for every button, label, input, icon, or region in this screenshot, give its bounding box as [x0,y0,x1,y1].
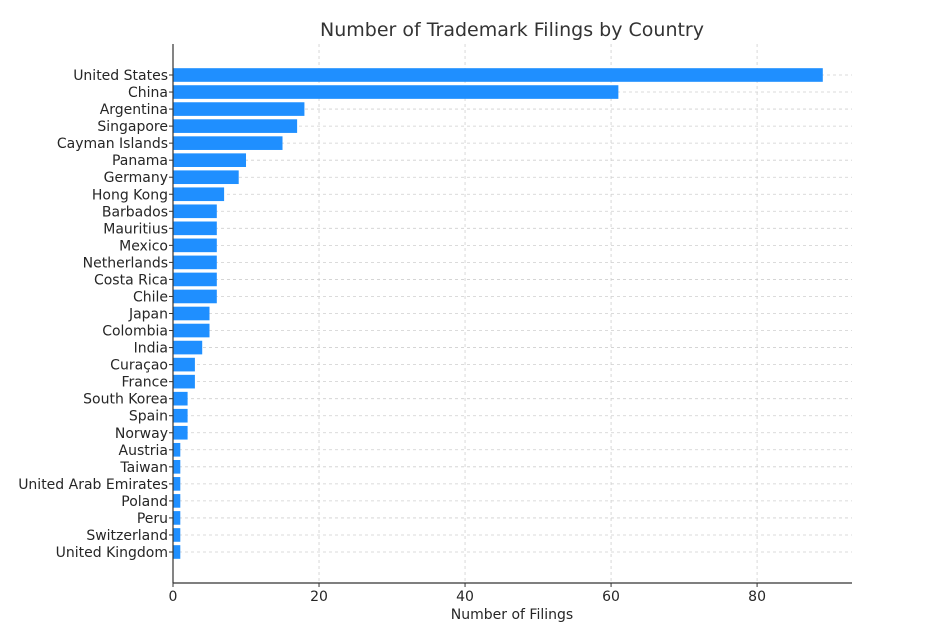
y-tick-label-28: United Kingdom [56,545,168,561]
x-tick-label-4: 80 [748,589,766,605]
y-tick-label-24: United Arab Emirates [18,477,168,493]
x-axis-label: Number of Filings [451,607,573,623]
y-tick-label-26: Peru [137,511,168,527]
bar-17 [173,357,195,372]
y-tick-label-19: South Korea [83,392,168,408]
chart-title: Number of Trademark Filings by Country [320,19,704,41]
y-tick-label-4: Cayman Islands [57,136,168,152]
y-tick-label-9: Mauritius [103,221,168,237]
axes-layer [169,44,852,587]
y-tick-label-18: France [121,375,168,391]
bar-23 [173,460,181,474]
bar-19 [173,391,188,406]
bar-3 [173,119,298,133]
bar-18 [173,374,195,389]
y-tick-label-2: Argentina [100,102,168,118]
y-tick-label-22: Austria [119,443,168,459]
y-tick-label-14: Japan [128,307,168,323]
x-tick-label-3: 60 [602,589,620,605]
y-tick-label-0: United States [73,68,168,84]
bar-27 [173,528,181,542]
bar-25 [173,494,181,508]
bar-0 [173,68,823,82]
y-tick-label-27: Switzerland [86,528,168,544]
bar-7 [173,187,225,202]
bar-16 [173,340,203,355]
bar-10 [173,238,217,253]
bar-1 [173,85,619,99]
bar-2 [173,102,305,116]
bar-22 [173,442,181,457]
y-tick-label-20: Spain [129,409,168,425]
bar-13 [173,289,217,304]
x-tick-label-0: 0 [169,589,178,605]
bar-26 [173,511,181,525]
bar-24 [173,477,181,491]
bar-9 [173,221,217,236]
bars-layer [173,68,823,559]
bar-15 [173,323,210,338]
bar-5 [173,153,247,167]
grid-layer [172,44,852,583]
bar-8 [173,204,217,219]
y-tick-label-17: Curaçao [110,358,168,374]
y-tick-label-6: Germany [104,170,168,186]
bar-20 [173,408,188,423]
bar-21 [173,425,188,440]
bar-6 [173,170,239,185]
bar-12 [173,272,217,287]
y-tick-label-15: Colombia [102,324,168,340]
labels-layer: United StatesChinaArgentinaSingaporeCaym… [18,68,766,605]
bar-11 [173,255,217,270]
y-tick-label-8: Barbados [102,204,168,220]
bar-4 [173,136,283,150]
y-tick-label-1: China [128,85,168,101]
y-tick-label-5: Panama [112,153,168,169]
y-tick-label-25: Poland [121,494,168,510]
bar-28 [173,545,181,559]
y-tick-label-16: India [134,341,168,357]
y-tick-label-21: Norway [115,426,168,442]
y-tick-label-7: Hong Kong [92,187,168,203]
y-tick-label-10: Mexico [119,238,168,254]
y-tick-label-12: Costa Rica [94,272,168,288]
y-tick-label-13: Chile [133,289,168,305]
y-tick-label-11: Netherlands [83,255,168,271]
bar-14 [173,306,210,321]
x-tick-label-1: 20 [310,589,328,605]
y-tick-label-23: Taiwan [119,460,168,476]
x-tick-label-2: 40 [456,589,474,605]
y-tick-label-3: Singapore [97,119,168,135]
